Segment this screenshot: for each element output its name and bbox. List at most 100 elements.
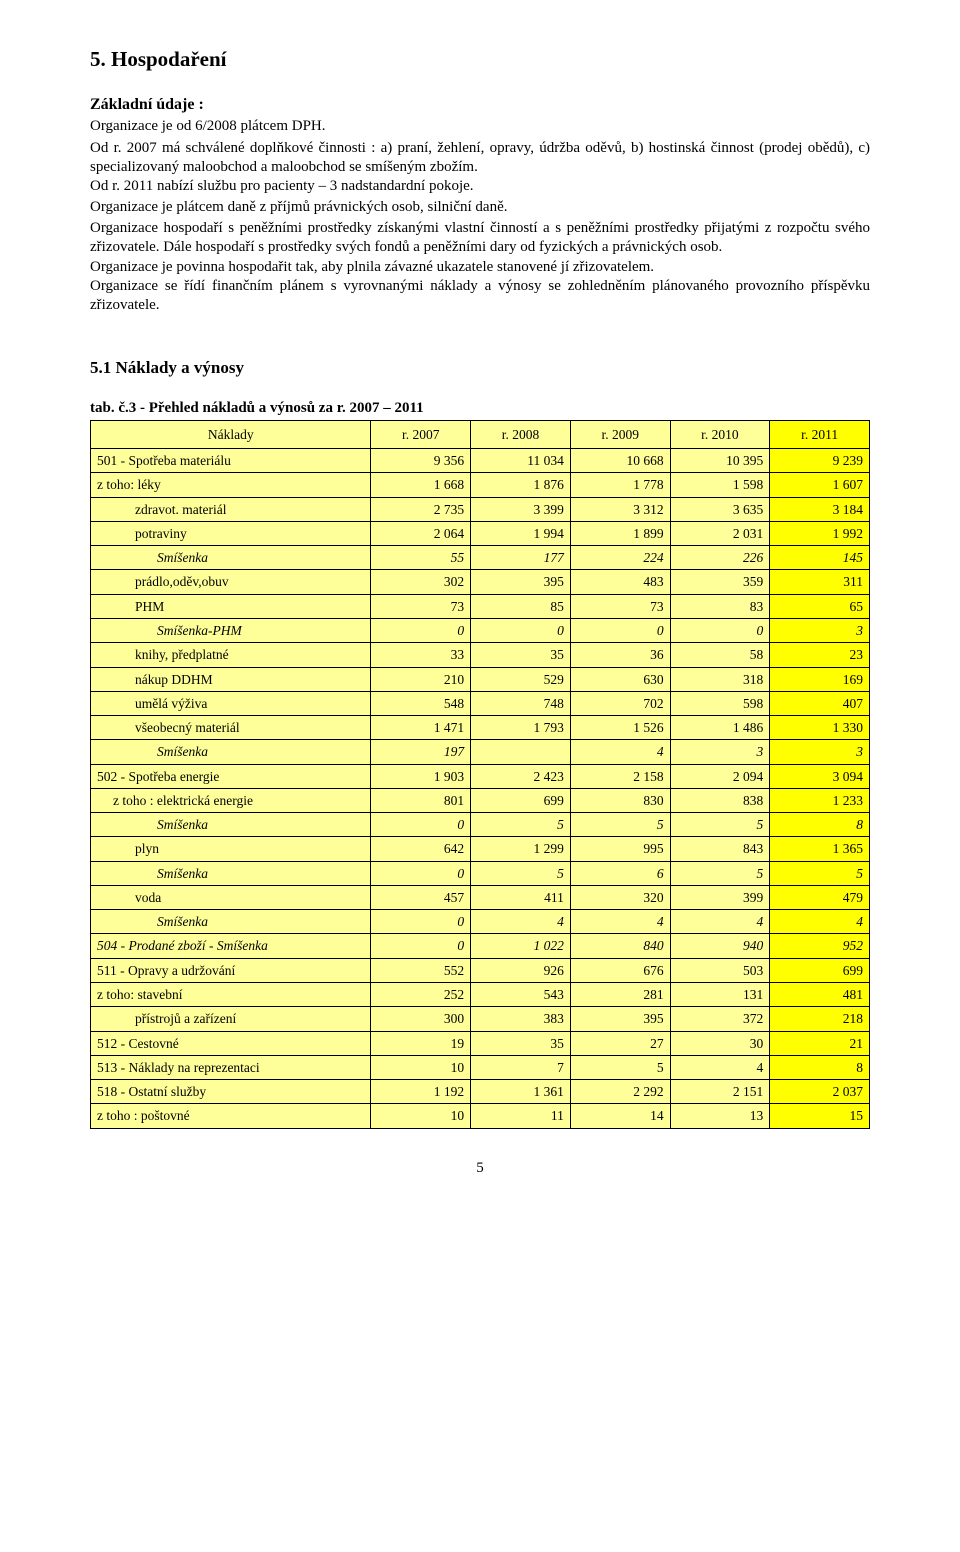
cell-value: 457: [371, 885, 471, 909]
cell-value: 952: [770, 934, 870, 958]
cell-value: 320: [570, 885, 670, 909]
cell-value: 1 668: [371, 473, 471, 497]
row-label: nákup DDHM: [91, 667, 371, 691]
table-row: z toho : elektrická energie8016998308381…: [91, 788, 870, 812]
cell-value: 630: [570, 667, 670, 691]
cell-value: 2 037: [770, 1080, 870, 1104]
cell-value: 35: [471, 1031, 571, 1055]
row-label: umělá výživa: [91, 691, 371, 715]
cell-value: 3 094: [770, 764, 870, 788]
cell-value: 36: [570, 643, 670, 667]
cell-value: 15: [770, 1104, 870, 1128]
cell-value: 4: [770, 910, 870, 934]
cell-value: 399: [670, 885, 770, 909]
cell-value: 4: [570, 910, 670, 934]
cell-value: 5: [570, 813, 670, 837]
table-row: Smíšenka05655: [91, 861, 870, 885]
cell-value: 1 486: [670, 716, 770, 740]
cell-value: 0: [670, 619, 770, 643]
paragraph: Od r. 2007 má schválené doplňkové činnos…: [90, 139, 870, 177]
table-row: Smíšenka04444: [91, 910, 870, 934]
table-row: voda457411320399479: [91, 885, 870, 909]
cell-value: 1 992: [770, 521, 870, 545]
cell-value: 1 899: [570, 521, 670, 545]
cell-value: 1 793: [471, 716, 571, 740]
cell-value: 302: [371, 570, 471, 594]
table-row: knihy, předplatné3335365823: [91, 643, 870, 667]
cell-value: 3: [670, 740, 770, 764]
cell-value: 10 395: [670, 449, 770, 473]
cell-value: 197: [371, 740, 471, 764]
table-row: Smíšenka55177224226145: [91, 546, 870, 570]
cell-value: 552: [371, 958, 471, 982]
table-row: 512 - Cestovné1935273021: [91, 1031, 870, 1055]
cell-value: 676: [570, 958, 670, 982]
cell-value: 0: [371, 910, 471, 934]
cell-value: 224: [570, 546, 670, 570]
cell-value: 3 184: [770, 497, 870, 521]
cell-value: 0: [371, 934, 471, 958]
section-title: 5. Hospodaření: [90, 46, 870, 73]
table-row: všeobecný materiál1 4711 7931 5261 4861 …: [91, 716, 870, 740]
cell-value: 5: [471, 813, 571, 837]
cell-value: 210: [371, 667, 471, 691]
cell-value: 3 312: [570, 497, 670, 521]
row-label: potraviny: [91, 521, 371, 545]
cell-value: 4: [471, 910, 571, 934]
row-label: 518 - Ostatní služby: [91, 1080, 371, 1104]
cell-value: 2 094: [670, 764, 770, 788]
row-label: Smíšenka: [91, 861, 371, 885]
row-label: všeobecný materiál: [91, 716, 371, 740]
row-label: 501 - Spotřeba materiálu: [91, 449, 371, 473]
paragraph: Od r. 2011 nabízí službu pro pacienty – …: [90, 177, 870, 196]
col-header-year: r. 2010: [670, 421, 770, 449]
cell-value: 2 031: [670, 521, 770, 545]
cell-value: 838: [670, 788, 770, 812]
cell-value: 169: [770, 667, 870, 691]
cell-value: 395: [471, 570, 571, 594]
cell-value: 359: [670, 570, 770, 594]
cell-value: 372: [670, 1007, 770, 1031]
table-row: nákup DDHM210529630318169: [91, 667, 870, 691]
cell-value: 65: [770, 594, 870, 618]
cell-value: 2 151: [670, 1080, 770, 1104]
col-header-year: r. 2009: [570, 421, 670, 449]
cell-value: 2 158: [570, 764, 670, 788]
col-header-label: Náklady: [91, 421, 371, 449]
cell-value: 0: [471, 619, 571, 643]
row-label: Smíšenka: [91, 910, 371, 934]
table-row: plyn6421 2999958431 365: [91, 837, 870, 861]
cell-value: 27: [570, 1031, 670, 1055]
table-row: 518 - Ostatní služby1 1921 3612 2922 151…: [91, 1080, 870, 1104]
cell-value: 5: [570, 1055, 670, 1079]
row-label: 513 - Náklady na reprezentaci: [91, 1055, 371, 1079]
cell-value: 0: [570, 619, 670, 643]
cell-value: 35: [471, 643, 571, 667]
cell-value: 3: [770, 619, 870, 643]
cell-value: 177: [471, 546, 571, 570]
cell-value: 940: [670, 934, 770, 958]
row-label: 511 - Opravy a udržování: [91, 958, 371, 982]
cell-value: 7: [471, 1055, 571, 1079]
cell-value: 383: [471, 1007, 571, 1031]
cell-value: 479: [770, 885, 870, 909]
row-label: z toho: léky: [91, 473, 371, 497]
table-row: z toho: stavební252543281131481: [91, 983, 870, 1007]
table-row: PHM7385738365: [91, 594, 870, 618]
cell-value: 702: [570, 691, 670, 715]
cell-value: 5: [670, 861, 770, 885]
row-label: zdravot. materiál: [91, 497, 371, 521]
row-label: 502 - Spotřeba energie: [91, 764, 371, 788]
cell-value: 145: [770, 546, 870, 570]
cell-value: 801: [371, 788, 471, 812]
cell-value: 481: [770, 983, 870, 1007]
cell-value: 8: [770, 813, 870, 837]
table-header-row: Nákladyr. 2007r. 2008r. 2009r. 2010r. 20…: [91, 421, 870, 449]
table-row: Smíšenka197433: [91, 740, 870, 764]
cell-value: 4: [670, 1055, 770, 1079]
row-label: Smíšenka: [91, 740, 371, 764]
cell-value: 21: [770, 1031, 870, 1055]
table-row: přístrojů a zařízení300383395372218: [91, 1007, 870, 1031]
row-label: 512 - Cestovné: [91, 1031, 371, 1055]
table-row: 513 - Náklady na reprezentaci107548: [91, 1055, 870, 1079]
